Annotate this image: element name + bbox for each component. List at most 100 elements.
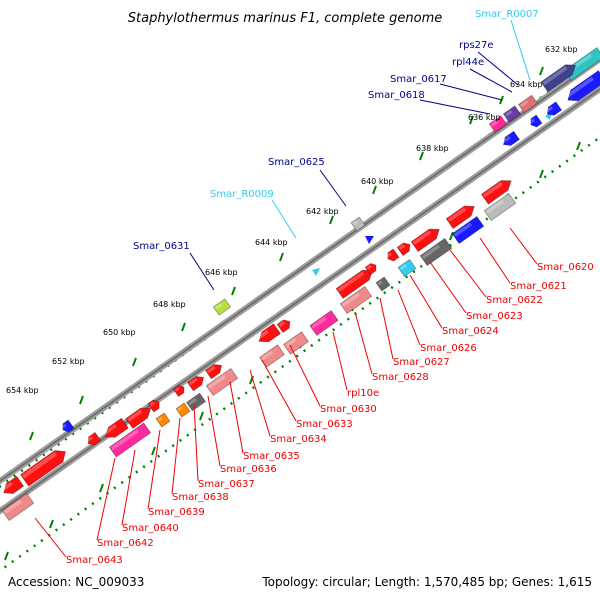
gene-label: Smar_0628 [372, 372, 429, 383]
upper-gene-6-highlight [214, 303, 223, 310]
lower-leader-line [479, 237, 511, 284]
lower-gene-11 [175, 402, 191, 418]
lower-gene-9-highlight [207, 374, 227, 389]
lower-leader-line [429, 261, 467, 314]
lower-gene-8-shape [258, 344, 286, 368]
lower-gene-7 [282, 331, 310, 355]
upper-leader-line [419, 99, 491, 115]
lower-gene-14 [1, 492, 35, 522]
upper-gene-4-shape [488, 115, 508, 133]
mid-gene-17-shape [104, 417, 129, 438]
major-tick [181, 322, 186, 332]
lower-leader-line [121, 449, 136, 526]
kbp-tick-label: 640 kbp [361, 177, 394, 186]
gene-label: Smar_0626 [420, 343, 477, 354]
mid-gene-11-shape [276, 319, 291, 334]
mid-gene-18-highlight [86, 436, 94, 443]
mid-gene-3 [501, 130, 520, 146]
mid-gene-6-highlight [412, 230, 432, 245]
major-tick [279, 252, 284, 262]
gene-marker [365, 236, 374, 244]
mid-gene-10-shape [364, 263, 377, 276]
upper-leader-line [510, 19, 531, 81]
mid-gene-10-highlight [366, 264, 372, 270]
gene-label: Smar_0643 [66, 555, 123, 566]
gene-label: rpl10e [347, 388, 379, 399]
lower-leader-line [354, 311, 373, 375]
gene-label: Smar_0625 [268, 157, 325, 168]
gene-label: Smar_0621 [510, 281, 567, 292]
mid-gene-9-highlight [337, 271, 365, 292]
major-tick [132, 357, 137, 367]
lower-gene-5 [339, 285, 373, 315]
lower-leader-line [193, 403, 199, 482]
lower-leader-line [397, 289, 421, 346]
mid-gene-7-highlight [398, 244, 406, 251]
upper-gene-3-highlight [504, 110, 513, 117]
kbp-tick-label: 636 kbp [468, 113, 501, 122]
mid-gene-16-highlight [127, 409, 143, 422]
mid-gene-11-highlight [278, 321, 286, 328]
major-tick [151, 446, 156, 456]
major-tick [539, 169, 544, 179]
mid-gene-7 [396, 242, 411, 257]
kbp-labels: 632 kbp 634 kbp 636 kbp 638 kbp 640 kbp 642 k… [6, 45, 578, 395]
mid-gene-1 [545, 101, 563, 116]
lower-leader-line [171, 417, 181, 495]
mid-gene-5-highlight [447, 207, 467, 222]
mid-gene-6-shape [410, 228, 440, 253]
lower-gene-1 [451, 215, 485, 245]
gene-label: Smar_0624 [442, 326, 499, 337]
upper-gene-5-shape [350, 216, 366, 232]
backbone [0, 55, 600, 515]
mid-gene-0-shape [567, 70, 600, 102]
lower-gene-14-highlight [3, 499, 23, 514]
mid-gene-10 [364, 263, 377, 276]
lower-gene-3-shape [397, 258, 417, 278]
upper-gene-6 [212, 298, 232, 316]
upper-gene-3 [502, 105, 522, 123]
upper-gene-4 [488, 115, 508, 133]
mid-gene-4 [480, 180, 512, 205]
mid-gene-13 [205, 364, 223, 380]
topology-text: Topology: circular; Length: 1,570,485 bp… [261, 575, 592, 589]
mid-gene-0 [565, 70, 600, 102]
major-tick [329, 215, 334, 225]
tick-tracks [0, 53, 600, 573]
mid-gene-2 [529, 114, 543, 128]
mid-gene-21-highlight [149, 401, 155, 407]
gene-label: Smar_0622 [486, 295, 543, 306]
kbp-tick-label: 648 kbp [153, 300, 186, 309]
lower-gene-12-highlight [157, 416, 163, 422]
mid-gene-3-highlight [501, 135, 511, 144]
mid-gene-14-shape [187, 376, 205, 392]
lower-gene-8-highlight [260, 350, 274, 361]
lower-gene-2 [419, 237, 453, 267]
gene-label: Smar_0617 [390, 74, 447, 85]
upper-gene-6-shape [212, 298, 232, 316]
lower-gene-10 [186, 392, 206, 412]
upper-leader-line [439, 83, 503, 101]
upper-gene-1-highlight [542, 66, 568, 86]
upper-gene-2 [518, 94, 538, 114]
gene-label: rps27e [459, 40, 494, 51]
gene-label: Smar_0642 [97, 538, 154, 549]
mid-gene-1-shape [546, 101, 563, 116]
lower-gene-6-shape [309, 310, 339, 336]
backbone-lower-inner [0, 87, 600, 513]
upper-leader-line [189, 252, 215, 291]
major-tick [539, 66, 544, 76]
major-tick [79, 395, 84, 405]
lower-leader-line [379, 297, 394, 360]
mid-gene-15-shape [172, 385, 185, 398]
lower-gene-14-shape [1, 492, 35, 522]
mid-gene-19-highlight [21, 451, 58, 479]
mid-gene-9 [335, 269, 373, 299]
lower-leader-line [207, 395, 221, 467]
lower-leader-line [289, 344, 321, 407]
mid-gene-8-shape [387, 248, 400, 262]
lower-gene-1-shape [451, 215, 485, 245]
mid-gene-21 [147, 399, 160, 413]
backbone-inner [0, 57, 600, 483]
